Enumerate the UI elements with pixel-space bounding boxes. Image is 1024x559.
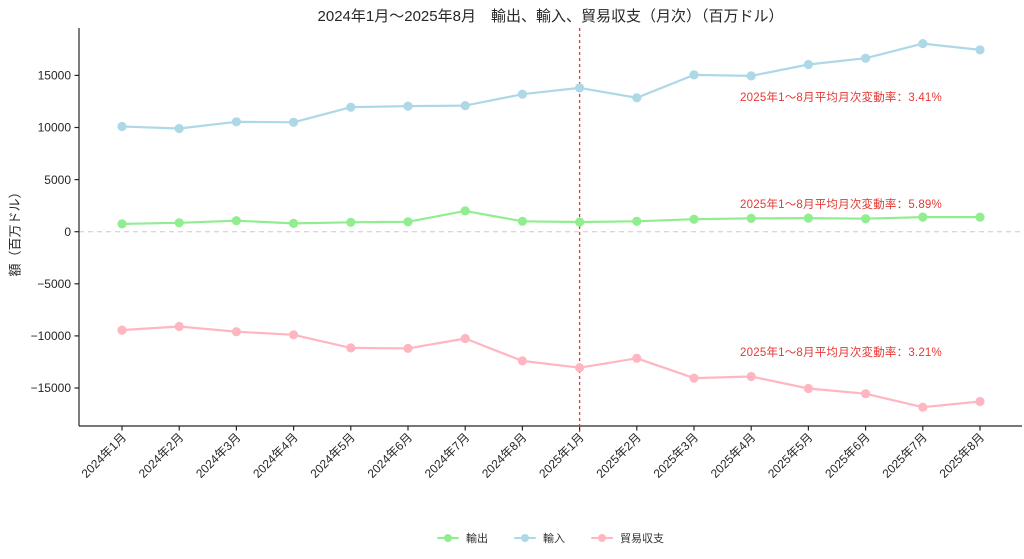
legend-label-exports: 輸出 [466, 533, 488, 545]
series-imports-point [803, 59, 814, 70]
x-tick-label: 2024年3月 [193, 430, 243, 480]
series-exports-point [289, 218, 299, 228]
series-exports-point [403, 217, 413, 227]
series-balance-point [346, 343, 356, 353]
series-balance-point [174, 321, 184, 332]
series-exports-point [689, 214, 699, 224]
series-exports-point [575, 217, 585, 227]
legend-label-imports: 輸入 [543, 533, 565, 545]
series-imports [117, 39, 985, 134]
series-balance-point [460, 333, 470, 344]
series-exports-point [231, 216, 241, 226]
x-tick-label: 2025年2月 [593, 430, 643, 480]
y-tick-label: −5000 [37, 277, 71, 291]
series-balance-point [918, 402, 928, 412]
x-tick-label: 2024年2月 [136, 430, 186, 480]
series-balance-point [575, 363, 585, 373]
series-imports-line [120, 42, 982, 130]
series-exports [117, 206, 985, 229]
series-exports-line [120, 209, 982, 225]
series-imports-point [117, 121, 127, 132]
annotation-balance-rate: 2025年1〜8月平均月次変動率：3.21% [740, 347, 942, 359]
x-tick-label: 2025年5月 [765, 430, 815, 480]
series-imports-point [231, 117, 241, 127]
series-balance-point [403, 343, 413, 353]
y-tick-label: 5000 [44, 173, 71, 187]
series-exports-point [918, 212, 928, 222]
series-imports-point [174, 123, 184, 134]
series-balance-point [803, 383, 814, 394]
series-balance-point [975, 396, 985, 407]
series-imports-point [632, 93, 642, 103]
annotation-imports-rate: 2025年1〜8月平均月次変動率：3.41% [740, 92, 942, 104]
series-balance-point [289, 330, 299, 340]
legend-marker-exports-icon [437, 533, 459, 543]
x-tick-label: 2024年1月 [79, 430, 129, 480]
series-balance-line [120, 325, 982, 409]
legend-label-balance: 貿易収支 [620, 533, 664, 545]
series-imports-point [403, 101, 413, 111]
series-imports-point [918, 39, 928, 49]
y-tick-label: −10000 [31, 329, 72, 343]
legend: 輸出 輸入 貿易収支 [79, 530, 1022, 546]
series-exports-point [346, 217, 356, 227]
y-tick-label: 0 [64, 225, 71, 239]
y-tick-label: −15000 [31, 381, 72, 395]
series-balance [117, 321, 985, 412]
legend-item-balance: 貿易収支 [591, 530, 664, 546]
y-tick-label: 10000 [38, 121, 72, 135]
x-tick-label: 2024年5月 [307, 430, 357, 480]
x-tick-label: 2024年4月 [250, 430, 300, 480]
x-tick-label: 2025年1月 [536, 430, 586, 480]
series-balance-point [632, 353, 642, 363]
legend-marker-imports-icon [514, 533, 536, 543]
series-imports-point [289, 117, 299, 127]
series-balance-point [117, 325, 127, 335]
series-balance-point [689, 373, 699, 383]
series-exports-point [117, 219, 127, 229]
series-imports-point [746, 71, 756, 81]
series-exports-point [861, 214, 871, 224]
series-balance-point [861, 389, 871, 399]
series-exports-point [746, 213, 756, 223]
series-imports-point [517, 89, 528, 99]
legend-item-exports: 輸出 [437, 530, 488, 546]
series-balance-point [517, 356, 528, 366]
series-imports-point [975, 45, 985, 55]
series-balance-point [746, 371, 756, 382]
x-tick-label: 2024年6月 [365, 430, 415, 480]
x-tick-label: 2025年4月 [708, 430, 758, 480]
x-tick-label: 2024年7月 [422, 430, 472, 480]
legend-item-imports: 輸入 [514, 530, 565, 546]
legend-marker-balance-icon [591, 533, 613, 543]
series-exports-point [632, 216, 642, 226]
x-tick-label: 2025年8月 [937, 430, 987, 480]
x-tick-label: 2025年3月 [651, 430, 701, 480]
series-balance-point [231, 327, 241, 337]
x-tick-label: 2025年7月 [879, 430, 929, 480]
series-exports-point [803, 213, 814, 223]
series-imports-point [575, 83, 585, 93]
series-exports-point [975, 212, 985, 222]
series-imports-point [861, 53, 871, 63]
series-exports-point [174, 218, 184, 228]
chart-title: 2024年1月〜2025年8月 輸出、輸入、貿易収支（月次）（百万ドル） [317, 8, 784, 25]
series-exports-point [460, 206, 470, 216]
series-imports-point [346, 102, 356, 112]
series-exports-point [517, 216, 528, 226]
y-tick-label: 15000 [38, 69, 72, 83]
annotation-exports-rate: 2025年1〜8月平均月次変動率：5.89% [740, 199, 942, 211]
x-tick-label: 2025年6月 [822, 430, 872, 480]
series-imports-point [460, 101, 470, 111]
series-imports-point [689, 70, 699, 80]
x-tick-label: 2024年8月 [479, 430, 529, 480]
